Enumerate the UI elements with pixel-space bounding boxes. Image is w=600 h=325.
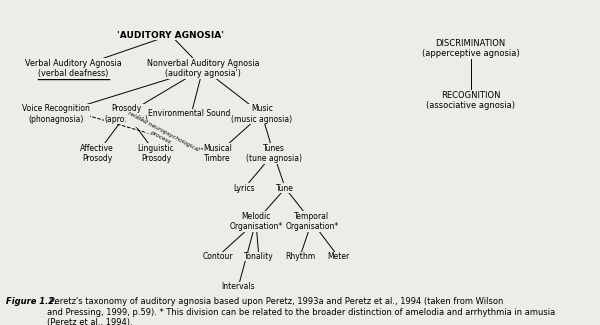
- Text: Musical
Timbre: Musical Timbre: [203, 144, 232, 163]
- Text: related neuropsychological
process: related neuropsychological process: [124, 111, 200, 158]
- Text: 'AUDITORY AGNOSIA': 'AUDITORY AGNOSIA': [117, 31, 224, 40]
- Text: Verbal Auditory Agnosia
(verbal deafness): Verbal Auditory Agnosia (verbal deafness…: [25, 59, 122, 78]
- Text: DISCRIMINATION
(apperceptive agnosia): DISCRIMINATION (apperceptive agnosia): [422, 39, 520, 58]
- Text: Tonality: Tonality: [244, 252, 274, 261]
- Text: Linguistic
Prosody: Linguistic Prosody: [137, 144, 175, 163]
- Text: Music
(music agnosia): Music (music agnosia): [231, 104, 292, 124]
- Text: Melodic
Organisation*: Melodic Organisation*: [229, 212, 283, 231]
- Text: RECOGNITION
(associative agnosia): RECOGNITION (associative agnosia): [426, 91, 515, 110]
- Text: Tunes
(tune agnosia): Tunes (tune agnosia): [245, 144, 302, 163]
- Text: Temporal
Organisation*: Temporal Organisation*: [285, 212, 338, 231]
- Text: Voice Recognition
(phonagnosia): Voice Recognition (phonagnosia): [22, 104, 90, 124]
- Text: Affective
Prosody: Affective Prosody: [80, 144, 114, 163]
- Text: Rhythm: Rhythm: [285, 252, 315, 261]
- Text: Intervals: Intervals: [221, 282, 255, 292]
- Text: Lyrics: Lyrics: [233, 184, 255, 193]
- Text: Nonverbal Auditory Agnosia
(auditory agnosia'): Nonverbal Auditory Agnosia (auditory agn…: [147, 59, 259, 78]
- Text: Meter: Meter: [327, 252, 349, 261]
- Text: Peretz's taxonomy of auditory agnosia based upon Peretz, 1993a and Peretz et al.: Peretz's taxonomy of auditory agnosia ba…: [47, 297, 555, 325]
- Text: Figure 1.2.: Figure 1.2.: [6, 297, 57, 306]
- Text: Prosody
(aprosodía): Prosody (aprosodía): [104, 104, 148, 124]
- Text: Contour: Contour: [202, 252, 233, 261]
- Text: Tune: Tune: [277, 184, 294, 193]
- Text: Environmental Sounds: Environmental Sounds: [148, 110, 235, 119]
